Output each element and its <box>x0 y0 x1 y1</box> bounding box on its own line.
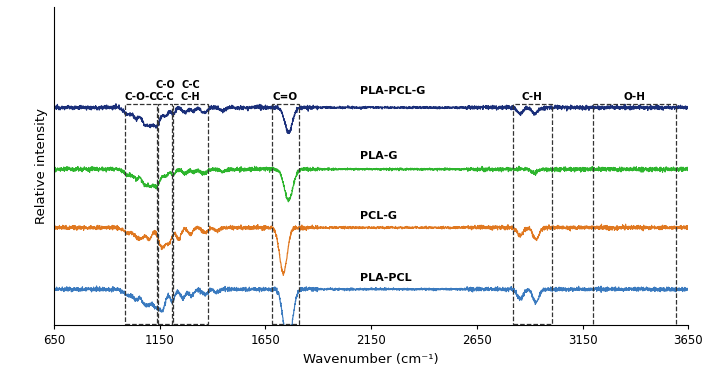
Text: PLA-PCL-G: PLA-PCL-G <box>361 86 426 96</box>
Text: PLA-PCL: PLA-PCL <box>361 273 412 283</box>
Text: C=O: C=O <box>273 92 298 102</box>
Y-axis label: Relative intensity: Relative intensity <box>36 108 48 224</box>
Text: PCL-G: PCL-G <box>361 211 398 221</box>
X-axis label: Wavenumber (cm⁻¹): Wavenumber (cm⁻¹) <box>303 353 439 365</box>
Text: C-H: C-H <box>522 92 542 102</box>
Bar <box>158 104 173 324</box>
Text: O-H: O-H <box>623 92 645 102</box>
Text: C-O
C-C: C-O C-C <box>155 80 175 102</box>
Bar <box>125 104 157 324</box>
Bar <box>272 104 299 324</box>
Bar <box>173 104 208 324</box>
Text: PLA-G: PLA-G <box>361 151 398 161</box>
Bar <box>513 104 552 324</box>
Text: C-C
C-H: C-C C-H <box>181 80 200 102</box>
Text: C-O-C: C-O-C <box>124 92 158 102</box>
